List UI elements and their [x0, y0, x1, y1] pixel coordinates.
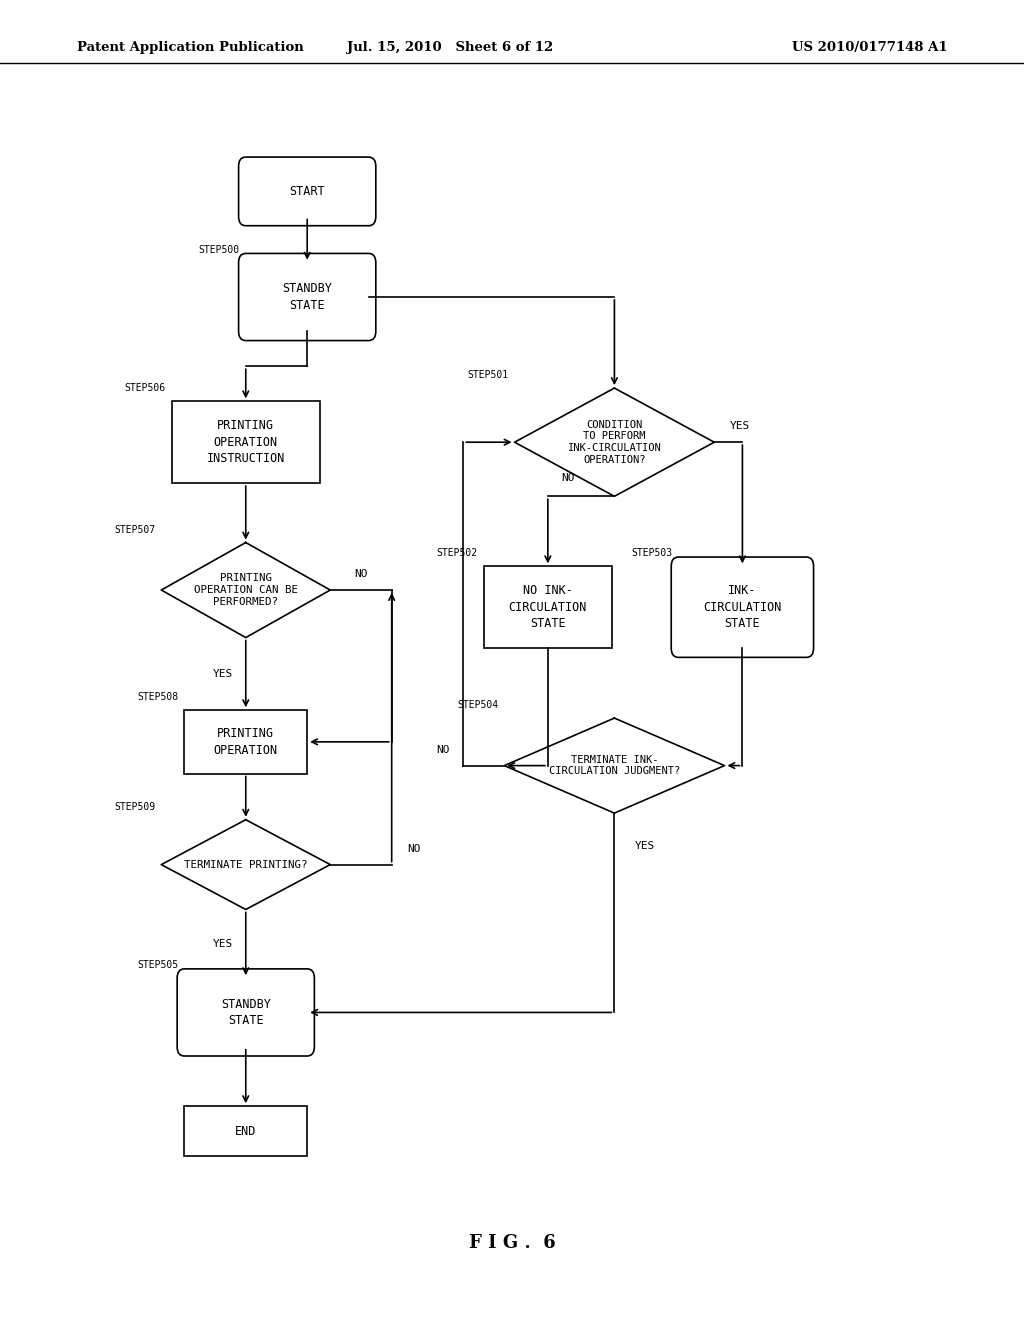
Text: YES: YES — [213, 669, 233, 678]
Text: STANDBY
STATE: STANDBY STATE — [221, 998, 270, 1027]
Text: US 2010/0177148 A1: US 2010/0177148 A1 — [792, 41, 947, 54]
Text: NO: NO — [408, 843, 421, 854]
Text: F I G .  6: F I G . 6 — [469, 1234, 555, 1253]
FancyBboxPatch shape — [239, 253, 376, 341]
Text: Patent Application Publication: Patent Application Publication — [77, 41, 303, 54]
Text: STEP501: STEP501 — [467, 370, 508, 380]
Text: TERMINATE PRINTING?: TERMINATE PRINTING? — [184, 859, 307, 870]
Text: STEP502: STEP502 — [436, 548, 477, 558]
Text: STEP505: STEP505 — [137, 960, 178, 970]
Text: YES: YES — [730, 421, 750, 432]
Text: CONDITION
TO PERFORM
INK-CIRCULATION
OPERATION?: CONDITION TO PERFORM INK-CIRCULATION OPE… — [567, 420, 662, 465]
Text: NO: NO — [354, 569, 368, 579]
Text: STEP508: STEP508 — [137, 692, 178, 702]
Text: YES: YES — [213, 939, 233, 949]
Text: PRINTING
OPERATION: PRINTING OPERATION — [214, 727, 278, 756]
Text: STEP506: STEP506 — [124, 383, 165, 393]
Text: NO INK-
CIRCULATION
STATE: NO INK- CIRCULATION STATE — [509, 585, 587, 630]
Text: STANDBY
STATE: STANDBY STATE — [283, 282, 332, 312]
Bar — [184, 710, 307, 774]
Bar — [171, 401, 319, 483]
Text: STEP503: STEP503 — [631, 548, 672, 558]
Text: NO: NO — [436, 744, 450, 755]
Text: STEP509: STEP509 — [114, 801, 155, 812]
Polygon shape — [514, 388, 715, 496]
Text: INK-
CIRCULATION
STATE: INK- CIRCULATION STATE — [703, 585, 781, 630]
Text: PRINTING
OPERATION
INSTRUCTION: PRINTING OPERATION INSTRUCTION — [207, 420, 285, 465]
Text: NO: NO — [561, 473, 575, 483]
Text: TERMINATE INK-
CIRCULATION JUDGMENT?: TERMINATE INK- CIRCULATION JUDGMENT? — [549, 755, 680, 776]
Text: STEP507: STEP507 — [114, 524, 155, 535]
Text: YES: YES — [635, 841, 655, 851]
Bar — [484, 566, 612, 648]
Text: START: START — [290, 185, 325, 198]
Polygon shape — [161, 820, 330, 909]
Text: STEP504: STEP504 — [457, 700, 498, 710]
Text: STEP500: STEP500 — [199, 244, 240, 255]
Text: Jul. 15, 2010   Sheet 6 of 12: Jul. 15, 2010 Sheet 6 of 12 — [347, 41, 554, 54]
FancyBboxPatch shape — [239, 157, 376, 226]
Text: END: END — [236, 1125, 256, 1138]
Polygon shape — [161, 543, 330, 638]
Polygon shape — [504, 718, 725, 813]
FancyBboxPatch shape — [672, 557, 813, 657]
FancyBboxPatch shape — [177, 969, 314, 1056]
Bar — [184, 1106, 307, 1156]
Text: PRINTING
OPERATION CAN BE
PERFORMED?: PRINTING OPERATION CAN BE PERFORMED? — [194, 573, 298, 607]
